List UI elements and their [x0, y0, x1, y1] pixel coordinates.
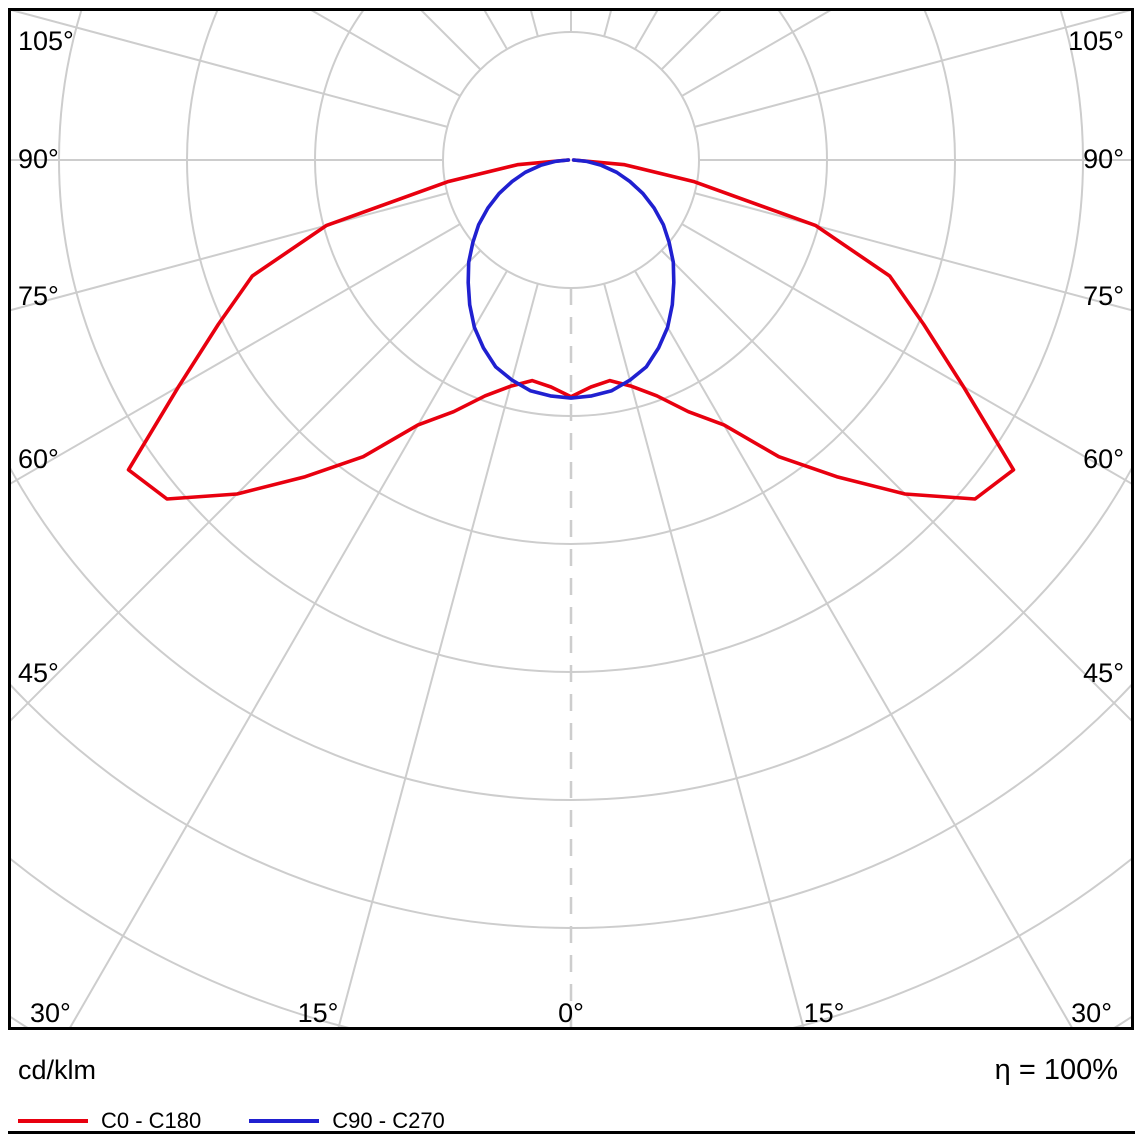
grid-radial-line [337, 283, 539, 1028]
legend-line-c90-c270 [249, 1119, 320, 1123]
angle-tick-label: 105° [1068, 26, 1124, 56]
angle-tick-label: 60° [18, 444, 59, 474]
legend-label-c0-c180: C0 - C180 [101, 1108, 202, 1133]
grid-radial-line [603, 283, 805, 1028]
c90-c270-curve [466, 158, 676, 400]
bottom-rule [8, 1131, 1135, 1134]
legend-label-c90-c270: C90 - C270 [332, 1108, 445, 1133]
grid-radial-line [681, 223, 1132, 486]
footer: cd/klm η = 100% [18, 1054, 1118, 1087]
grid-radial-line [694, 10, 1132, 128]
angle-tick-label: 45° [1083, 658, 1124, 688]
angle-tick-label: 90° [1083, 144, 1124, 174]
grid-radial-line [694, 192, 1132, 312]
angle-tick-label: 30° [30, 998, 71, 1028]
curves [126, 158, 1016, 501]
grid-radial-line [634, 10, 659, 50]
grid-radial-line [10, 249, 482, 723]
angle-tick-label: 15° [804, 998, 845, 1028]
grid-ring [10, 465, 1132, 801]
angle-tick-label: 30° [1071, 998, 1112, 1028]
grid-radial-line [483, 10, 508, 50]
legend: C0 - C180 C90 - C270 [18, 1108, 493, 1134]
angle-tick-label: 90° [18, 144, 59, 174]
angle-tick-label: 105° [18, 26, 74, 56]
angle-tick-label: 45° [18, 658, 59, 688]
chart-border [8, 8, 1134, 1030]
grid-radial-line [10, 192, 448, 312]
angle-tick-label: 15° [298, 998, 339, 1028]
grid-ring [442, 31, 700, 289]
angle-labels: 0° 15° 15° 30° 30° 45° 45° 60° 60° 75° 75° 90° 90° 10… [18, 26, 1124, 1028]
grid-radial-line [10, 223, 461, 486]
angle-tick-label: 0° [558, 998, 584, 1028]
grid-radial-line [634, 270, 1074, 1028]
angle-tick-label: 60° [1083, 444, 1124, 474]
unit-label: cd/klm [18, 1055, 97, 1085]
efficiency-label: η = 100% [994, 1054, 1118, 1086]
angle-tick-label: 75° [1083, 281, 1124, 311]
angle-tick-label: 75° [18, 281, 59, 311]
grid-radial-line [68, 270, 508, 1028]
grid-radial-line [10, 10, 448, 128]
grid-radial-line [660, 249, 1132, 723]
legend-line-c0-c180 [18, 1119, 88, 1123]
